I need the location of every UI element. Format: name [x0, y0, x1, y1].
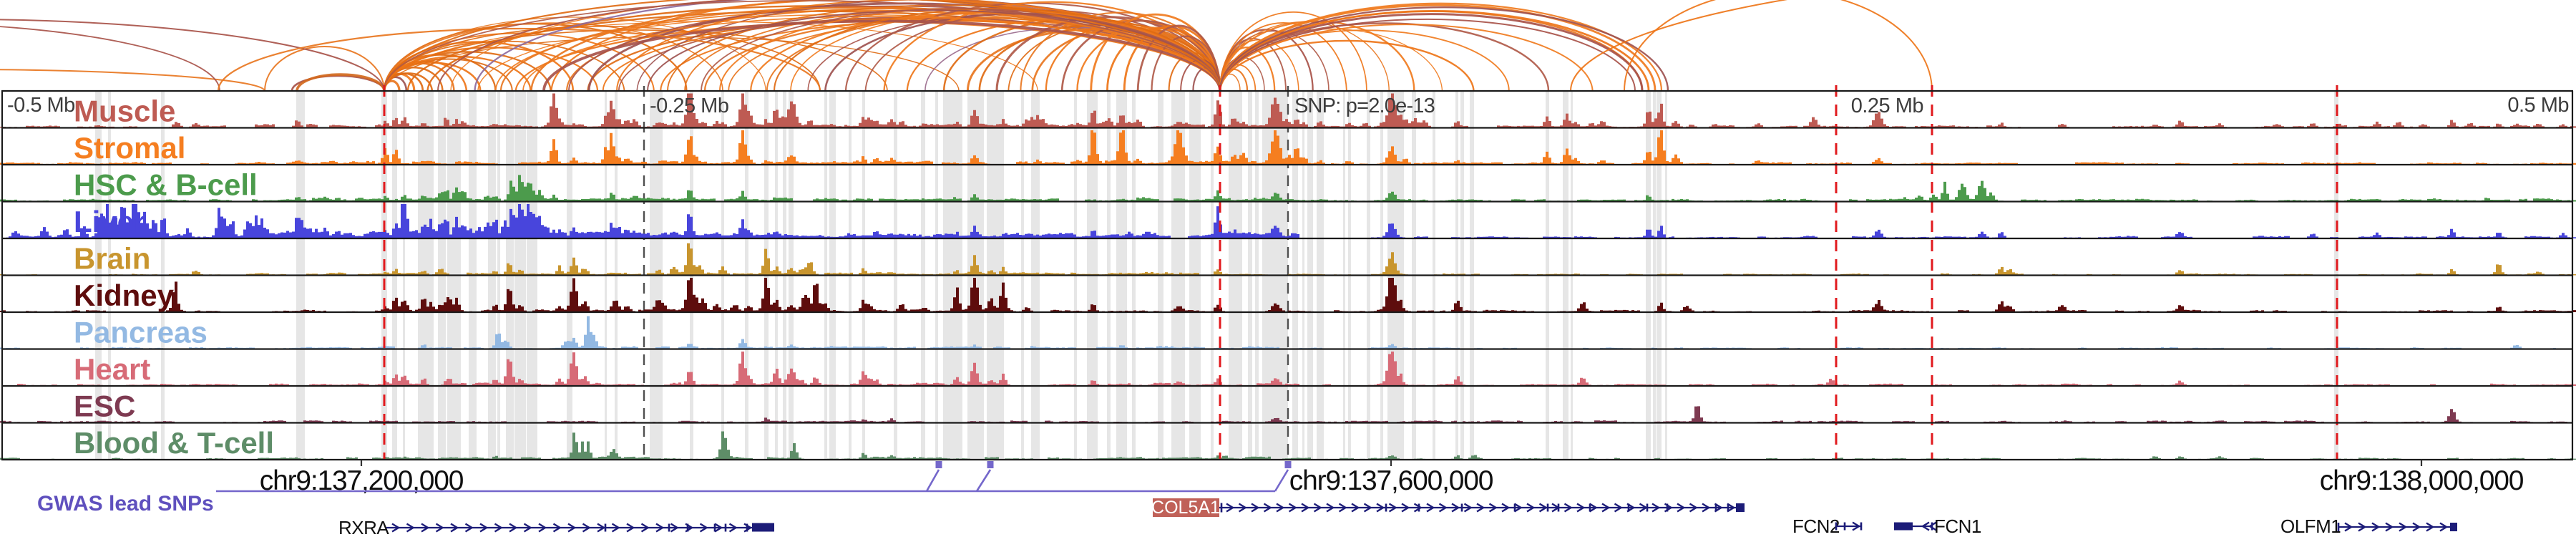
svg-text:GWAS lead SNPs: GWAS lead SNPs — [37, 492, 214, 516]
svg-text:-0.5 Mb: -0.5 Mb — [7, 94, 75, 117]
svg-text:RXRA: RXRA — [338, 517, 389, 537]
svg-text:OLFM1: OLFM1 — [2280, 516, 2341, 537]
svg-text:-0.25 Mb: -0.25 Mb — [650, 95, 728, 117]
svg-text:ESC: ESC — [74, 390, 135, 423]
svg-text:0.5 Mb: 0.5 Mb — [2507, 94, 2569, 117]
svg-text:Kidney: Kidney — [74, 279, 175, 312]
svg-text:FCN1: FCN1 — [1934, 516, 1981, 537]
svg-text:chr9:137,600,000: chr9:137,600,000 — [1289, 465, 1493, 496]
svg-text:chr9:138,000,000: chr9:138,000,000 — [2320, 465, 2524, 496]
svg-text:HSC & B-cell: HSC & B-cell — [74, 168, 258, 202]
svg-text:Pancreas: Pancreas — [74, 316, 208, 349]
svg-text:Liver: Liver — [74, 205, 145, 238]
svg-text:Heart: Heart — [74, 352, 150, 386]
svg-text:SNP: p=2.0e-13: SNP: p=2.0e-13 — [1294, 95, 1435, 117]
svg-text:COL5A1: COL5A1 — [1151, 498, 1220, 518]
svg-text:Brain: Brain — [74, 242, 150, 276]
svg-text:FCN2: FCN2 — [1792, 516, 1840, 537]
svg-text:Stromal: Stromal — [74, 131, 185, 165]
svg-text:Blood & T-cell: Blood & T-cell — [74, 426, 274, 460]
svg-text:Muscle: Muscle — [74, 95, 175, 128]
svg-text:0.25 Mb: 0.25 Mb — [1851, 95, 1923, 117]
